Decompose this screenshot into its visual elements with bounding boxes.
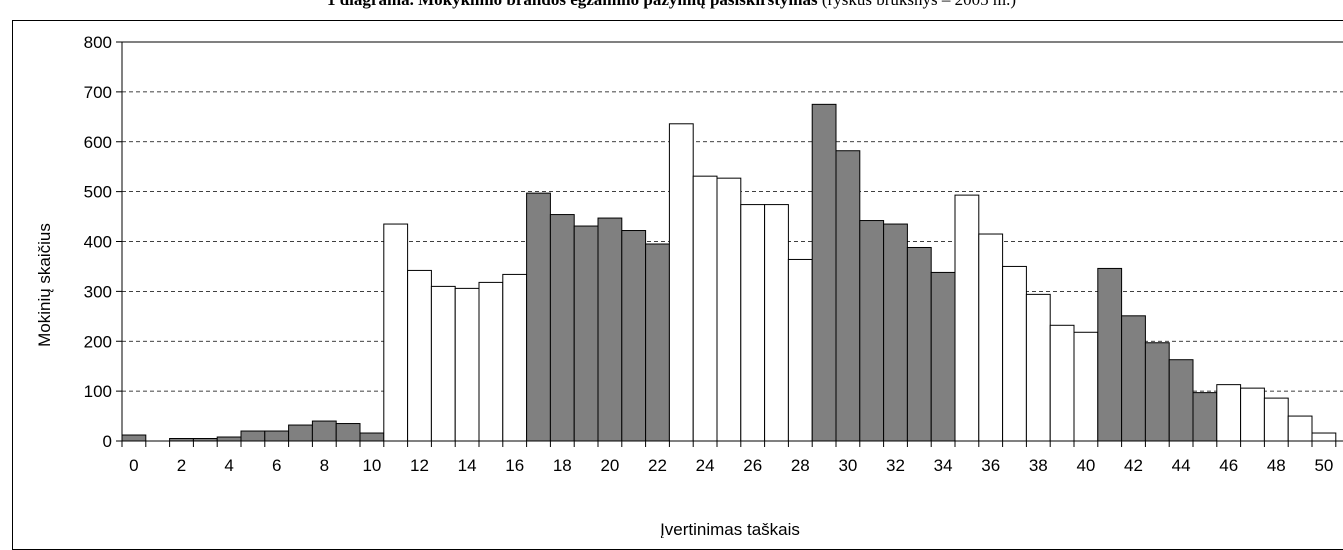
bar-37 <box>1002 265 1027 442</box>
bar-9 <box>335 423 361 442</box>
y-tick-label-200: 200 <box>84 332 112 351</box>
bar-20 <box>597 217 623 442</box>
y-axis-title: Mokinių skaičius <box>35 223 54 347</box>
x-tick-label-44: 44 <box>1172 456 1191 475</box>
y-tick-label-800: 800 <box>84 33 112 52</box>
chart-title: 1 diagrama. Mokyklinio brandos egzamino … <box>0 0 1343 10</box>
x-tick-label-22: 22 <box>648 456 667 475</box>
y-tick-label-500: 500 <box>84 183 112 202</box>
bar-31 <box>859 220 885 442</box>
x-tick-label-36: 36 <box>981 456 1000 475</box>
y-tick-label-700: 700 <box>84 83 112 102</box>
x-tick-label-32: 32 <box>886 456 905 475</box>
bar-10 <box>359 432 385 442</box>
bar-18 <box>549 214 575 442</box>
bar-26 <box>740 204 766 442</box>
y-tick-label-0: 0 <box>103 432 112 451</box>
x-tick-label-4: 4 <box>224 456 233 475</box>
bar-7 <box>288 424 313 442</box>
y-tick-label-400: 400 <box>84 233 112 252</box>
bar-17 <box>526 192 551 442</box>
bar-42 <box>1121 315 1146 442</box>
bar-5 <box>240 430 266 442</box>
bar-41 <box>1097 267 1123 442</box>
bar-16 <box>502 273 528 442</box>
y-tick-label-100: 100 <box>84 382 112 401</box>
x-tick-label-42: 42 <box>1124 456 1143 475</box>
bar-25 <box>716 177 742 442</box>
bar-47 <box>1240 387 1265 442</box>
bar-11 <box>383 223 409 442</box>
bar-43 <box>1144 342 1170 442</box>
x-tick-label-2: 2 <box>177 456 186 475</box>
chart-title-note: (ryškus brūkšnys – 2005 m.) <box>818 0 1016 9</box>
bar-14 <box>454 287 480 442</box>
x-tick-label-24: 24 <box>696 456 715 475</box>
x-tick-label-30: 30 <box>838 456 857 475</box>
bar-15 <box>478 281 504 442</box>
bar-33 <box>906 246 932 442</box>
bar-32 <box>883 223 908 442</box>
bar-46 <box>1216 384 1242 442</box>
bar-27 <box>764 204 789 442</box>
bar-40 <box>1073 331 1099 442</box>
bar-50 <box>1311 432 1337 442</box>
x-tick-label-20: 20 <box>600 456 619 475</box>
bars <box>121 103 1337 442</box>
y-tick-label-600: 600 <box>84 133 112 152</box>
bar-39 <box>1049 324 1075 442</box>
x-tick-label-16: 16 <box>505 456 524 475</box>
bar-22 <box>645 243 670 442</box>
x-tick-label-48: 48 <box>1267 456 1286 475</box>
bar-4 <box>216 436 242 442</box>
x-tick-label-8: 8 <box>320 456 329 475</box>
x-tick-label-50: 50 <box>1314 456 1333 475</box>
bar-8 <box>311 420 337 442</box>
x-tick-label-26: 26 <box>743 456 762 475</box>
x-tick-label-34: 34 <box>934 456 953 475</box>
bar-19 <box>573 225 599 442</box>
x-tick-label-10: 10 <box>362 456 381 475</box>
x-tick-label-18: 18 <box>553 456 572 475</box>
bar-35 <box>954 194 980 442</box>
x-tick-label-38: 38 <box>1029 456 1048 475</box>
bar-24 <box>692 175 718 442</box>
chart-title-bold: 1 diagrama. Mokyklinio brandos egzamino … <box>327 0 818 9</box>
bar-29 <box>811 103 837 442</box>
bar-38 <box>1025 293 1051 442</box>
bar-30 <box>835 150 861 442</box>
x-axis-title: Įvertinimas taškais <box>660 520 800 538</box>
bar-28 <box>787 258 813 442</box>
x-tick-label-0: 0 <box>129 456 138 475</box>
x-tick-label-14: 14 <box>458 456 477 475</box>
bar-23 <box>668 123 694 442</box>
bar-21 <box>621 230 647 442</box>
x-tick-label-28: 28 <box>791 456 810 475</box>
x-tick-label-12: 12 <box>410 456 429 475</box>
bar-36 <box>978 233 1004 442</box>
bar-13 <box>430 285 456 442</box>
x-tick-label-6: 6 <box>272 456 281 475</box>
bar-45 <box>1192 392 1218 442</box>
bar-6 <box>264 430 290 442</box>
bar-48 <box>1263 397 1289 442</box>
y-tick-label-300: 300 <box>84 282 112 301</box>
bar-44 <box>1168 359 1194 442</box>
x-tick-label-46: 46 <box>1219 456 1238 475</box>
bar-34 <box>930 271 956 442</box>
bar-49 <box>1287 415 1313 442</box>
bar-12 <box>407 269 432 442</box>
bar-0 <box>121 434 147 442</box>
x-tick-label-40: 40 <box>1076 456 1095 475</box>
